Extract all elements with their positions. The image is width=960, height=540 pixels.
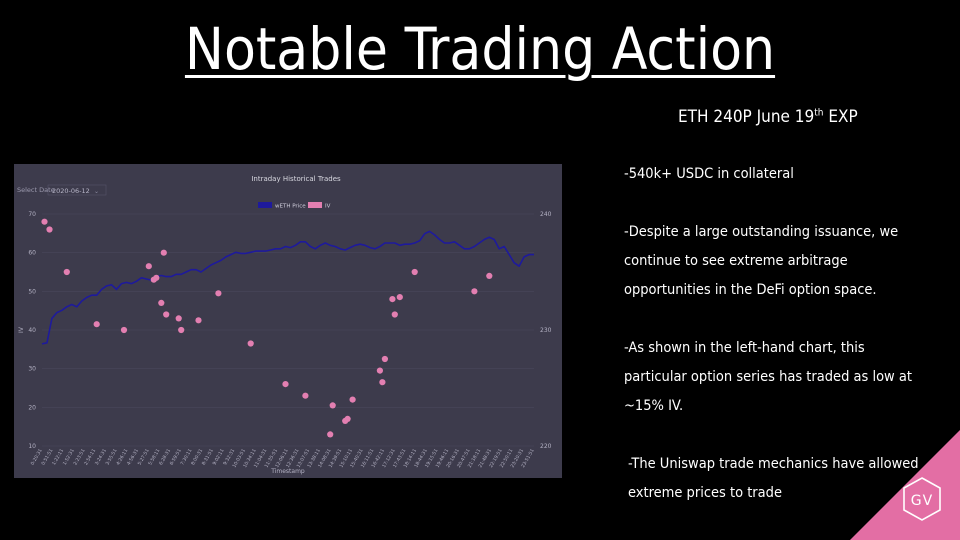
iv-point <box>247 340 254 347</box>
chart-title: Intraday Historical Trades <box>251 175 341 183</box>
iv-point <box>486 272 493 279</box>
select-date-label: Select Date <box>17 186 55 194</box>
logo-hexagon <box>903 477 941 521</box>
date-select-value: 2020-06-12 <box>52 187 90 195</box>
y-left-tick-label: 40 <box>28 327 36 334</box>
weth-price-line <box>41 230 534 345</box>
iv-point <box>282 381 289 388</box>
iv-point <box>41 218 48 225</box>
logo-text: GV <box>911 493 933 509</box>
iv-point <box>145 263 152 270</box>
iv-point <box>158 299 165 306</box>
legend-label-weth: wETH Price <box>275 204 306 210</box>
y-right-tick-label: 230 <box>540 327 552 334</box>
x-axis-label: Timestamp <box>270 468 305 475</box>
bullet-arbitrage: -Despite a large outstanding issuance, w… <box>624 224 899 298</box>
iv-point <box>163 311 170 318</box>
iv-point <box>302 392 309 399</box>
y-left-tick-label: 10 <box>28 443 36 450</box>
iv-point <box>411 268 418 276</box>
subtitle-tail: EXP <box>823 107 858 127</box>
iv-price-chart: Intraday Historical Trades Select Date 2… <box>17 175 552 475</box>
subtitle-main: ETH 240P June 19 <box>678 107 815 127</box>
iv-point <box>93 321 100 328</box>
iv-point <box>120 326 128 334</box>
bullet-list: -540k+ USDC in collateral -Despite a lar… <box>624 160 924 537</box>
y-left-tick-label: 50 <box>28 288 36 295</box>
iv-point <box>329 402 336 409</box>
iv-point <box>381 355 388 363</box>
chart-panel: Intraday Historical Trades Select Date 2… <box>14 164 562 478</box>
y-left-tick-label: 20 <box>28 404 36 411</box>
legend-swatch-iv <box>308 202 322 208</box>
iv-point <box>396 294 403 301</box>
iv-point <box>215 290 222 297</box>
iv-point <box>178 326 185 334</box>
y-right-tick-label: 240 <box>540 211 552 218</box>
iv-point <box>379 379 386 386</box>
y-right-tick-label: 220 <box>540 443 552 450</box>
iv-point <box>391 311 398 318</box>
slide-title: Notable Trading Action <box>184 15 776 83</box>
iv-point <box>63 268 70 276</box>
bullet-low-iv: -As shown in the left-hand chart, this p… <box>624 340 912 414</box>
y-axis-label: IV <box>18 326 25 333</box>
legend-label-iv: IV <box>325 204 331 210</box>
iv-point <box>389 296 396 303</box>
y-left-tick-label: 60 <box>28 250 36 257</box>
iv-point <box>327 431 334 438</box>
bullet-collateral: -540k+ USDC in collateral <box>624 166 794 182</box>
chevron-down-icon: ⌄ <box>94 188 99 195</box>
gv-logo: GV <box>850 430 960 540</box>
slide-subtitle: ETH 240P June 19th EXP <box>678 107 858 127</box>
subtitle-sup: th <box>814 107 824 119</box>
iv-point <box>175 315 182 322</box>
iv-point <box>160 249 167 256</box>
bullet-uniswap: -The Uniswap trade mechanics have allowe… <box>628 456 919 501</box>
logo-corner-triangle <box>850 430 960 540</box>
iv-point <box>471 288 478 295</box>
date-select[interactable] <box>47 184 107 196</box>
legend-swatch-weth <box>258 202 272 208</box>
iv-point <box>376 367 383 374</box>
iv-point <box>349 396 356 403</box>
y-left-tick-label: 70 <box>28 211 36 218</box>
iv-point <box>344 415 351 422</box>
y-left-tick-label: 30 <box>28 366 36 373</box>
iv-point <box>153 274 160 281</box>
iv-point <box>46 226 53 233</box>
iv-point <box>195 317 202 324</box>
